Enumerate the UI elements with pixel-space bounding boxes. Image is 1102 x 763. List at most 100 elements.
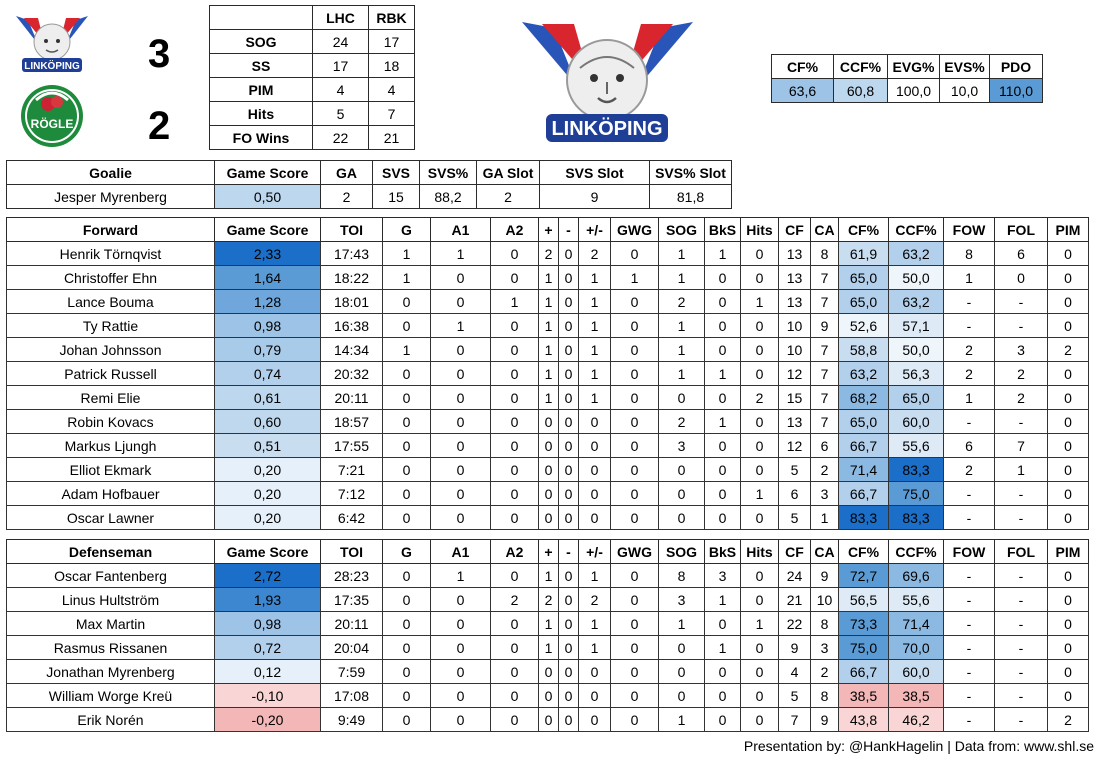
stat-cell: 50,0 xyxy=(888,265,944,290)
stat-cell: 2 xyxy=(943,457,995,482)
stat-cell: 0 xyxy=(430,683,491,708)
table-row: Rasmus Rissanen 0,72 20:04 0 0 0 1 0 1 0 0 1 0 9 3 75,0… xyxy=(6,635,1089,660)
stat-cell: 0 xyxy=(610,683,659,708)
stat-cell: 0 xyxy=(382,707,431,732)
stat-cell: 1 xyxy=(578,563,611,588)
column-header: + xyxy=(538,539,559,564)
stat-cell: 0 xyxy=(610,313,659,338)
stat-cell: 17:35 xyxy=(320,587,383,612)
stat-cell: 7 xyxy=(810,265,839,290)
stat-cell: 1 xyxy=(658,361,705,386)
stat-cell: - xyxy=(994,481,1048,506)
stat-cell: 9 xyxy=(778,635,811,660)
player-name: Rasmus Rissanen xyxy=(6,635,215,660)
stat-cell: 5 xyxy=(778,457,811,482)
stat-cell: 1 xyxy=(538,611,559,636)
column-header: CF% xyxy=(838,539,889,564)
stat-cell: - xyxy=(943,409,995,434)
pct-header: CCF% xyxy=(833,54,888,79)
stat-cell: 0 xyxy=(382,587,431,612)
table-row: William Worge Kreü -0,10 17:08 0 0 0 0 0 0 0 0 0 0 5 8… xyxy=(6,683,1089,708)
stat-cell: 58,8 xyxy=(838,337,889,362)
team-stat-rbk: 18 xyxy=(368,53,415,78)
stat-cell: 0 xyxy=(994,265,1048,290)
stat-cell: 1 xyxy=(658,611,705,636)
stat-cell: 2 xyxy=(740,385,779,410)
player-name: Henrik Törnqvist xyxy=(6,241,215,266)
def-section-title: Defenseman xyxy=(6,539,215,564)
stat-cell: 0 xyxy=(740,587,779,612)
stat-cell: 0 xyxy=(558,313,579,338)
stat-cell: 0 xyxy=(382,611,431,636)
stat-cell: 0 xyxy=(430,707,491,732)
stat-cell: 0 xyxy=(704,611,741,636)
stat-cell: - xyxy=(994,563,1048,588)
stat-cell: 0 xyxy=(430,385,491,410)
stat-cell: 8 xyxy=(810,241,839,266)
stat-cell: - xyxy=(943,707,995,732)
stat-cell: 3 xyxy=(810,481,839,506)
stat-cell: 0 xyxy=(430,635,491,660)
column-header: CCF% xyxy=(888,217,944,242)
stat-cell: 52,6 xyxy=(838,313,889,338)
stat-cell: - xyxy=(994,505,1048,530)
goalie-svs-pct-slot: 81,8 xyxy=(649,184,732,209)
stat-cell: 0,60 xyxy=(214,409,321,434)
stat-cell: 1 xyxy=(538,385,559,410)
stat-cell: 20:04 xyxy=(320,635,383,660)
stat-cell: 13 xyxy=(778,409,811,434)
stat-cell: 63,2 xyxy=(888,289,944,314)
stat-cell: 0 xyxy=(538,505,559,530)
stat-cell: 71,4 xyxy=(888,611,944,636)
column-header: Game Score xyxy=(214,539,321,564)
stat-cell: 70,0 xyxy=(888,635,944,660)
stat-cell: 0 xyxy=(490,313,539,338)
stat-cell: 12 xyxy=(778,361,811,386)
stat-cell: 0 xyxy=(658,635,705,660)
stat-cell: 1 xyxy=(704,587,741,612)
stat-cell: 0 xyxy=(704,481,741,506)
stat-cell: 0 xyxy=(740,265,779,290)
stat-cell: 1 xyxy=(704,361,741,386)
stat-cell: 20:11 xyxy=(320,385,383,410)
stat-cell: 0 xyxy=(538,707,559,732)
stat-cell: 0 xyxy=(430,505,491,530)
stat-cell: 0 xyxy=(490,457,539,482)
stat-cell: 0 xyxy=(382,457,431,482)
stat-cell: 0 xyxy=(1047,505,1089,530)
stat-cell: 1 xyxy=(578,385,611,410)
goalie-header: SVS xyxy=(372,160,420,185)
pct-header: PDO xyxy=(989,54,1043,79)
stat-cell: 0 xyxy=(658,385,705,410)
goalie-header: GA xyxy=(320,160,373,185)
stat-cell: 1 xyxy=(430,313,491,338)
stat-cell: 12 xyxy=(778,433,811,458)
stat-cell: 0 xyxy=(610,505,659,530)
column-header: GWG xyxy=(610,217,659,242)
stat-cell: 0 xyxy=(558,409,579,434)
stat-cell: 17:08 xyxy=(320,683,383,708)
table-row: Adam Hofbauer 0,20 7:12 0 0 0 0 0 0 0 0 0 1 6 3 66,7 75,… xyxy=(6,481,1089,506)
stat-cell: 66,7 xyxy=(838,659,889,684)
stat-cell: 56,3 xyxy=(888,361,944,386)
stat-cell: 2 xyxy=(1047,707,1089,732)
away-goals: 2 xyxy=(148,104,171,148)
stat-cell: 13 xyxy=(778,289,811,314)
stat-cell: 0 xyxy=(704,265,741,290)
stat-cell: 0 xyxy=(430,481,491,506)
stat-cell: 0 xyxy=(430,337,491,362)
stat-cell: 0 xyxy=(538,433,559,458)
stat-cell: 0 xyxy=(558,659,579,684)
stat-cell: 0 xyxy=(658,457,705,482)
stat-cell: 0,20 xyxy=(214,457,321,482)
stat-cell: 0 xyxy=(538,659,559,684)
goalie-header: GA Slot xyxy=(476,160,540,185)
stat-cell: 0 xyxy=(490,659,539,684)
stat-cell: 0 xyxy=(1047,361,1089,386)
stat-cell: 8 xyxy=(943,241,995,266)
column-header: CF% xyxy=(838,217,889,242)
stat-cell: 3 xyxy=(658,433,705,458)
team-stat-label: Hits xyxy=(209,101,313,126)
stat-cell: 6:42 xyxy=(320,505,383,530)
stat-cell: 1 xyxy=(382,265,431,290)
